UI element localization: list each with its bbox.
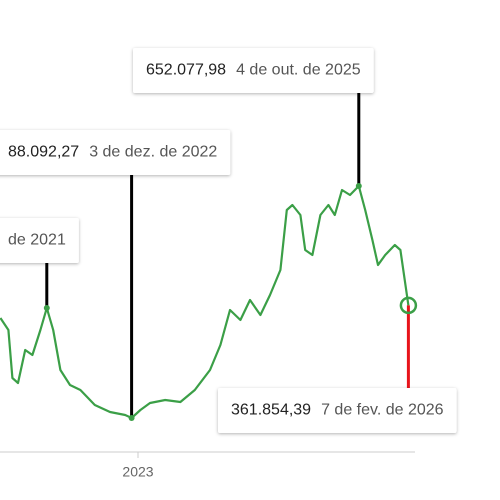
tooltip-date: 4 de out. de 2025 [236, 62, 361, 79]
tooltip-value: 88.092,27 [8, 144, 79, 161]
tooltip-box [218, 388, 457, 433]
tooltip: de 2021 [0, 218, 79, 263]
tooltip-date: 3 de dez. de 2022 [89, 144, 217, 161]
x-tick-label: 2023 [122, 464, 153, 480]
point [355, 183, 362, 190]
tooltip-value: 361.854,39 [231, 402, 311, 419]
tooltip: 652.077,98 4 de out. de 2025 [133, 48, 374, 93]
tooltip-value: 652.077,98 [146, 62, 226, 79]
tooltip-box [133, 48, 374, 93]
line [0, 184, 410, 420]
tooltip-box [0, 218, 79, 263]
current-point [399, 296, 418, 315]
point [128, 414, 135, 421]
tooltip: 88.092,27 3 de dez. de 2022 [0, 130, 231, 175]
tooltip-box [0, 130, 231, 175]
point [43, 305, 50, 311]
tooltip-date: 7 de fev. de 2026 [321, 402, 444, 419]
tooltip-date: de 2021 [8, 232, 66, 249]
tooltip: 361.854,39 7 de fev. de 2026 [218, 388, 457, 433]
